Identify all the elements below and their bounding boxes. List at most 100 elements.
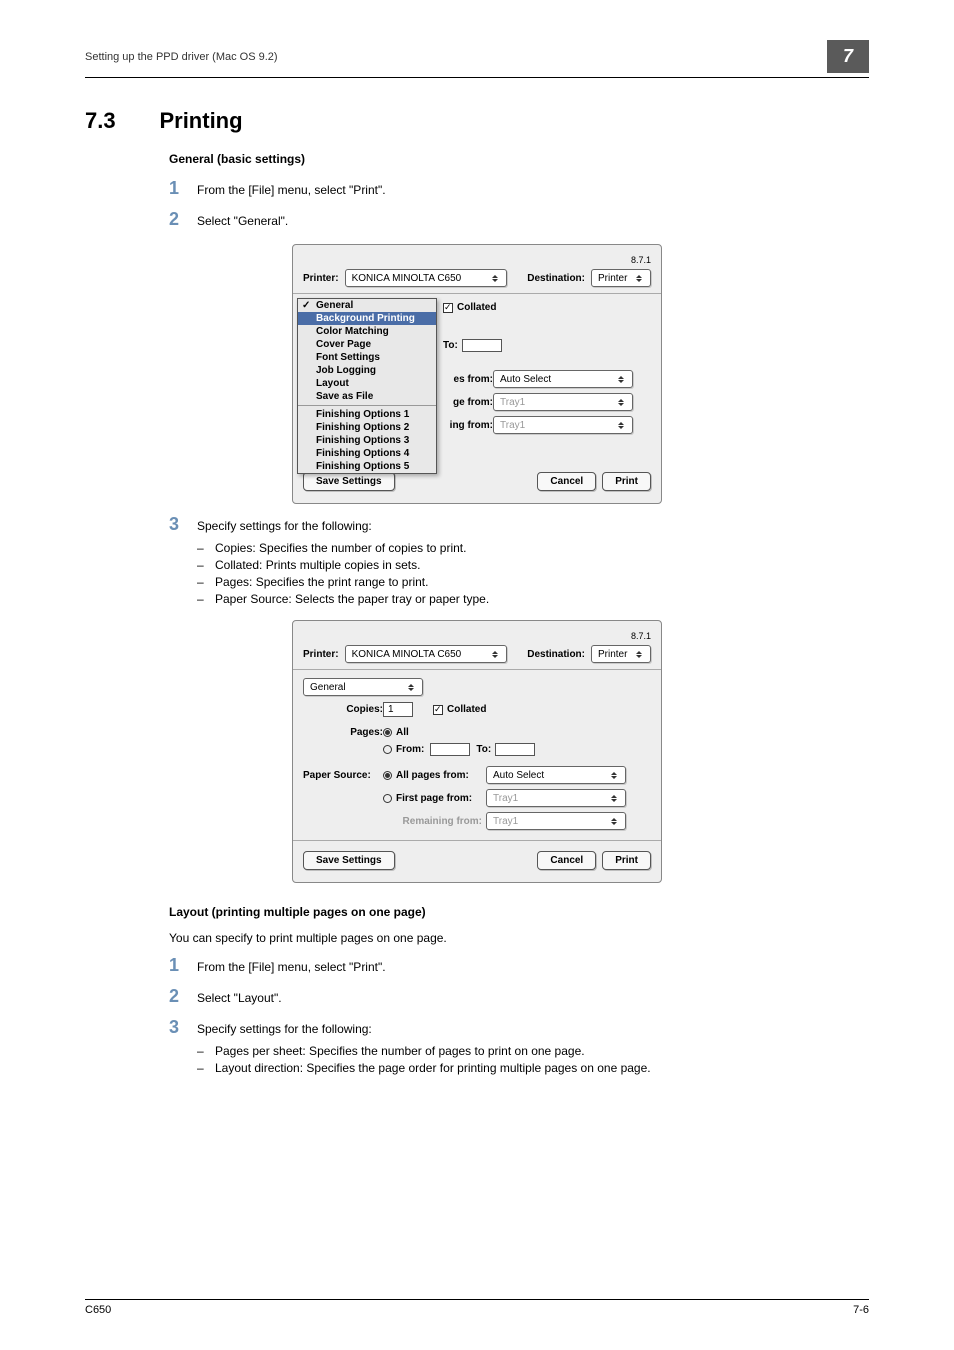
updown-icon <box>616 419 626 431</box>
copies-field[interactable]: 1 <box>383 702 413 717</box>
print-button[interactable]: Print <box>602 472 651 491</box>
print-dialog-1: 8.7.1 Printer: KONICA MINOLTA C650 Desti… <box>292 244 662 504</box>
section-title: Printing <box>159 108 242 134</box>
updown-icon <box>490 272 500 284</box>
step-number: 1 <box>169 955 197 976</box>
first-page-select[interactable]: Tray1 <box>486 789 626 807</box>
step-text: Specify settings for the following: <box>197 1022 372 1036</box>
panel-dropdown[interactable]: General Background Printing Color Matchi… <box>297 298 437 474</box>
updown-icon <box>634 272 644 284</box>
step-2: 2 Select "General". <box>169 209 869 230</box>
pages-all-radio[interactable] <box>383 728 392 737</box>
menu-item-layout[interactable]: Layout <box>298 377 436 390</box>
updown-icon <box>406 681 416 693</box>
bullet-text: Layout direction: Specifies the page ord… <box>215 1061 651 1075</box>
subsection-title-general: General (basic settings) <box>169 152 869 166</box>
destination-select[interactable]: Printer <box>591 645 651 663</box>
destination-select[interactable]: Printer <box>591 269 651 287</box>
subsection-title-layout: Layout (printing multiple pages on one p… <box>169 905 869 919</box>
pages-from-radio[interactable] <box>383 745 392 754</box>
updown-icon <box>616 396 626 408</box>
collated-label: Collated <box>447 704 486 715</box>
layout-bullet-list: –Pages per sheet: Specifies the number o… <box>197 1044 869 1075</box>
bullet-text: Pages per sheet: Specifies the number of… <box>215 1044 585 1058</box>
es-from-label: es from: <box>443 374 493 385</box>
updown-icon <box>609 815 619 827</box>
step-text: From the [File] menu, select "Print". <box>197 960 386 974</box>
version-label: 8.7.1 <box>303 255 651 265</box>
printer-label: Printer: <box>303 273 339 284</box>
step-text: Select "General". <box>197 214 288 228</box>
step-1: 1 From the [File] menu, select "Print". <box>169 178 869 199</box>
menu-item-color-matching[interactable]: Color Matching <box>298 325 436 338</box>
first-page-select[interactable]: Tray1 <box>493 393 633 411</box>
menu-item-general[interactable]: General <box>298 299 436 312</box>
chapter-badge: 7 <box>827 40 869 73</box>
layout-step-2: 2 Select "Layout". <box>169 986 869 1007</box>
bullet-text: Paper Source: Selects the paper tray or … <box>215 592 489 606</box>
step-3: 3 Specify settings for the following: <box>169 514 869 535</box>
remaining-from-label: Remaining from: <box>396 816 486 827</box>
section-heading: 7.3 Printing <box>85 108 869 134</box>
remaining-select[interactable]: Tray1 <box>486 812 626 830</box>
printer-select[interactable]: KONICA MINOLTA C650 <box>345 269 508 287</box>
bullet-text: Copies: Specifies the number of copies t… <box>215 541 466 555</box>
menu-item-cover-page[interactable]: Cover Page <box>298 338 436 351</box>
step-number: 2 <box>169 209 197 230</box>
layout-intro: You can specify to print multiple pages … <box>169 931 869 945</box>
printer-select[interactable]: KONICA MINOLTA C650 <box>345 645 508 663</box>
collated-label: Collated <box>457 302 496 313</box>
step-text: Specify settings for the following: <box>197 519 372 533</box>
print-button[interactable]: Print <box>602 851 651 870</box>
menu-item-finishing-5[interactable]: Finishing Options 5 <box>298 460 436 473</box>
all-pages-radio[interactable] <box>383 771 392 780</box>
first-page-from-label: First page from: <box>396 793 486 804</box>
cancel-button[interactable]: Cancel <box>537 851 596 870</box>
destination-label: Destination: <box>527 649 585 660</box>
printer-label: Printer: <box>303 649 339 660</box>
save-settings-button[interactable]: Save Settings <box>303 472 395 491</box>
layout-step-1: 1 From the [File] menu, select "Print". <box>169 955 869 976</box>
menu-item-finishing-1[interactable]: Finishing Options 1 <box>298 408 436 421</box>
updown-icon <box>616 373 626 385</box>
step-number: 2 <box>169 986 197 1007</box>
menu-item-background-printing[interactable]: Background Printing <box>298 312 436 325</box>
menu-item-finishing-2[interactable]: Finishing Options 2 <box>298 421 436 434</box>
pages-label: Pages: <box>333 727 383 738</box>
remaining-select[interactable]: Tray1 <box>493 416 633 434</box>
step-text: Select "Layout". <box>197 991 282 1005</box>
to-label: To: <box>443 340 458 351</box>
paper-source-label: Paper Source: <box>303 770 383 781</box>
from-field[interactable] <box>430 743 470 756</box>
updown-icon <box>609 769 619 781</box>
panel-select[interactable]: General <box>303 678 423 696</box>
menu-item-save-as-file[interactable]: Save as File <box>298 390 436 403</box>
step-number: 3 <box>169 514 197 535</box>
layout-step-3: 3 Specify settings for the following: <box>169 1017 869 1038</box>
updown-icon <box>634 648 644 660</box>
collated-checkbox[interactable] <box>443 303 453 313</box>
save-settings-button[interactable]: Save Settings <box>303 851 395 870</box>
first-page-radio[interactable] <box>383 794 392 803</box>
cancel-button[interactable]: Cancel <box>537 472 596 491</box>
section-number: 7.3 <box>85 108 155 134</box>
copies-label: Copies: <box>333 704 383 715</box>
updown-icon <box>609 792 619 804</box>
menu-item-finishing-3[interactable]: Finishing Options 3 <box>298 434 436 447</box>
menu-item-job-logging[interactable]: Job Logging <box>298 364 436 377</box>
bullet-list: –Copies: Specifies the number of copies … <box>197 541 869 606</box>
ing-from-label: ing from: <box>443 420 493 431</box>
version-label: 8.7.1 <box>303 631 651 641</box>
to-field[interactable] <box>462 339 502 352</box>
all-pages-select[interactable]: Auto Select <box>486 766 626 784</box>
collated-checkbox[interactable] <box>433 705 443 715</box>
breadcrumb: Setting up the PPD driver (Mac OS 9.2) <box>85 51 278 63</box>
menu-item-finishing-4[interactable]: Finishing Options 4 <box>298 447 436 460</box>
footer-right: 7-6 <box>853 1304 869 1316</box>
menu-item-font-settings[interactable]: Font Settings <box>298 351 436 364</box>
step-number: 3 <box>169 1017 197 1038</box>
step-text: From the [File] menu, select "Print". <box>197 183 386 197</box>
bullet-text: Pages: Specifies the print range to prin… <box>215 575 428 589</box>
all-pages-select[interactable]: Auto Select <box>493 370 633 388</box>
to-field[interactable] <box>495 743 535 756</box>
